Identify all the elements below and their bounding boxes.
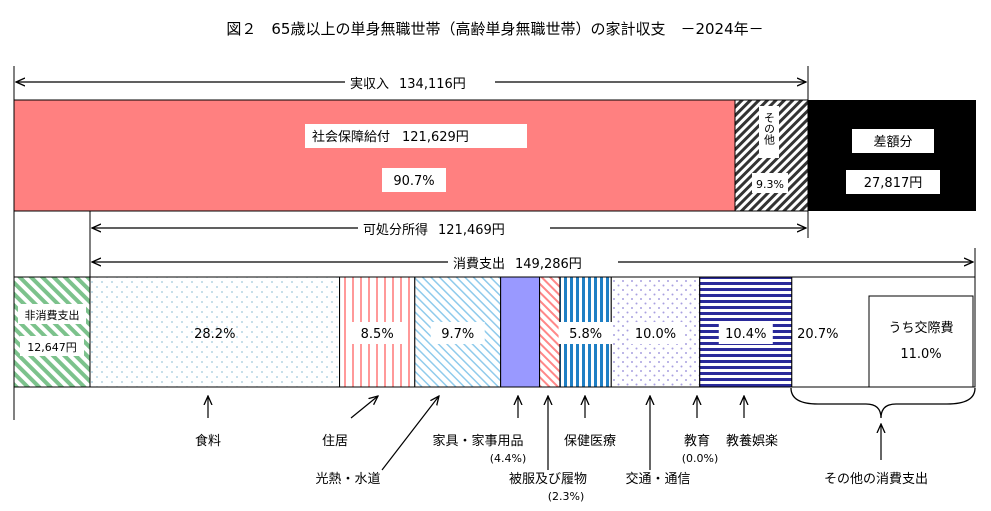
- expense-pct-bg-6: [628, 322, 683, 344]
- chart-title: 図２ 65歳以上の単身無職世帯（高齢単身無職世帯）の家計収支 －2024年－: [226, 20, 763, 38]
- expense-name-4: 被服及び履物: [509, 472, 587, 487]
- expense-pct-1: 8.5%: [361, 327, 394, 342]
- income-social-label: 社会保障給付 121,629円: [312, 129, 469, 145]
- expense-pct-label-4: (2.3%): [548, 490, 585, 503]
- expense-name-3: 家具・家事用品: [432, 433, 523, 449]
- deficit-label: 差額分: [873, 135, 912, 150]
- expense-bars: 28.2% 8.5% 9.7% 5.8% 10.0% 10.4% 20.7% 食料 住居光熱・水…: [89, 276, 976, 503]
- expense-bar-0: [89, 276, 341, 388]
- expense-name-5: 保健医療: [564, 434, 616, 449]
- expense-pct-8: 10.4%: [725, 327, 766, 342]
- income-label: 実収入 134,116円: [350, 76, 466, 92]
- income-social-label-bg: [305, 124, 527, 148]
- expense-name-2: 光熱・水道: [315, 472, 380, 487]
- disposable-label-bg: [358, 218, 550, 238]
- non-consumption-bar: [13, 276, 91, 388]
- other-consumption-brace: [790, 387, 976, 419]
- expense-pct-bg-8: [718, 322, 773, 344]
- expense-name-8: 教養娯楽: [726, 433, 778, 449]
- expense-bar-3: [500, 276, 541, 388]
- expense-bar-4: [539, 276, 561, 388]
- expense-pct-2: 9.7%: [441, 327, 474, 342]
- income-social-pct: 90.7%: [393, 174, 434, 189]
- expense-pct-bg-1: [350, 322, 405, 344]
- expense-pct-bg-5: [558, 322, 613, 344]
- expense-name-7: 教育: [684, 433, 710, 449]
- income-other-pct-bg: [752, 173, 788, 193]
- income-other-pct: 9.3%: [756, 178, 784, 191]
- non-consumption-label: 非消費支出: [25, 308, 80, 322]
- expense-pct-6: 10.0%: [635, 327, 676, 342]
- expense-arrow-1: [350, 396, 378, 419]
- expense-pct-9: 20.7%: [797, 327, 838, 342]
- non-consumption-label-bg: [18, 304, 86, 324]
- deficit-label-bg: [852, 129, 934, 153]
- income-other-label-bg: [759, 106, 779, 158]
- deficit-value: 27,817円: [864, 176, 923, 191]
- consumption-label: 消費支出 149,286円: [453, 257, 582, 272]
- income-social-pct-bg: [382, 168, 446, 192]
- income-span-label-bg: [345, 72, 495, 92]
- expense-name-0: 食料: [195, 433, 221, 449]
- expense-pct-label-7: (0.0%): [682, 452, 719, 465]
- expense-name-6: 交通・通信: [625, 471, 690, 487]
- expense-pct-bg-2: [430, 322, 485, 344]
- deficit-value-bg: [846, 170, 940, 194]
- consumption-label-bg: [448, 252, 618, 272]
- disposable-label: 可処分所得 121,469円: [363, 222, 505, 238]
- expense-arrow-2: [381, 396, 439, 471]
- deficit-box: [808, 100, 976, 211]
- non-consumption-value-bg: [20, 336, 84, 356]
- income-other-label: その他: [763, 112, 776, 145]
- sub-item-pct: 11.0%: [900, 347, 941, 362]
- expense-name-9: その他の消費支出: [824, 472, 928, 487]
- income-bar-social-security: [13, 99, 736, 212]
- non-consumption-value: 12,647円: [27, 341, 77, 354]
- expense-name-1: 住居: [322, 434, 348, 449]
- sub-item-label: うち交際費: [888, 320, 953, 336]
- expense-pct-label-3: (4.4%): [490, 452, 527, 465]
- sub-item-box: [868, 295, 974, 388]
- expense-pct-5: 5.8%: [569, 327, 602, 342]
- expense-pct-0: 28.2%: [194, 327, 235, 342]
